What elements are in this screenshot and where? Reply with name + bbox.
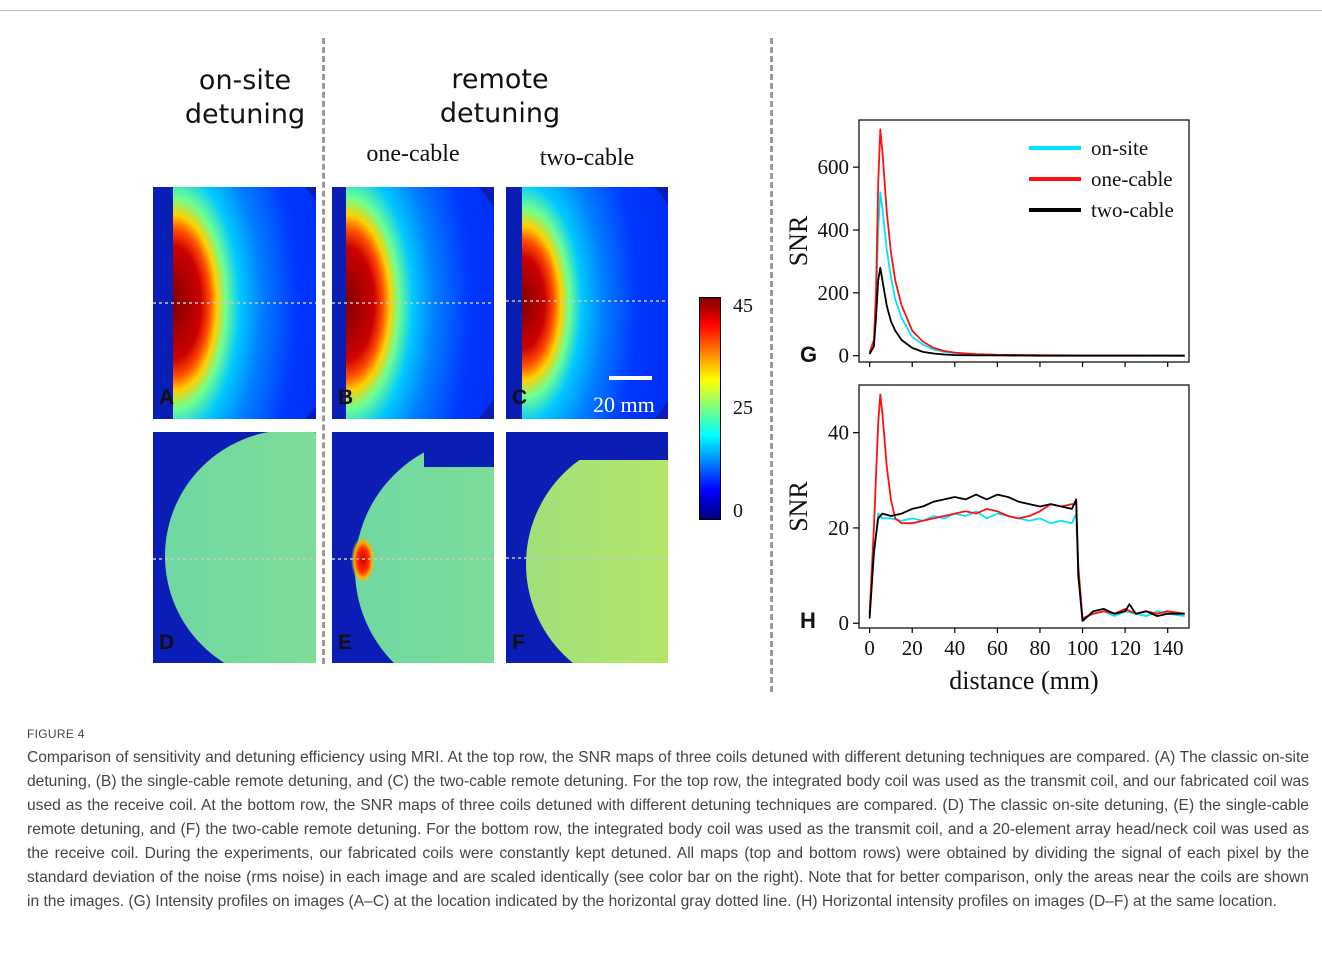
caption-text: Comparison of sensitivity and detuning e… <box>27 749 1160 766</box>
figure-caption: Comparison of sensitivity and detuning e… <box>27 746 1309 914</box>
header-onsite-line1: on-site <box>198 65 292 96</box>
caption-text: ) at the location indicated by the horiz… <box>384 893 802 910</box>
caption-text: ) Intensity profiles on images ( <box>145 893 354 910</box>
header-one-cable: one-cable <box>366 141 460 167</box>
caption-ref-f: F <box>185 821 196 838</box>
caption-text: ) the two-cable remote detuning. For the… <box>27 773 1309 814</box>
caption-ref-h: H <box>801 893 813 910</box>
caption-ref-c: C <box>392 773 404 790</box>
map-panel-f: F <box>506 432 668 663</box>
map-panel-c: C 20 mm <box>506 187 668 419</box>
header-two-cable: two-cable <box>539 145 635 171</box>
caption-text: ) the two-cable remote detuning. For the… <box>27 821 1309 910</box>
map-b-image <box>332 187 494 419</box>
caption-ref-d-f: D–F <box>1094 893 1124 910</box>
header-remote-line1: remote <box>451 64 549 95</box>
caption-ref-a-c: A–C <box>353 893 385 910</box>
caption-text: ) at the same location. <box>1123 893 1277 910</box>
colorbar-tick-0: 0 <box>733 500 743 522</box>
map-f-image <box>506 432 668 663</box>
caption-ref-g: G <box>133 893 146 910</box>
header-onsite: on-site detuning <box>160 64 330 132</box>
caption-text: ) The classic on-site detuning, ( <box>27 749 1309 790</box>
plot-label-h: H <box>800 608 816 633</box>
separator-left <box>322 38 325 664</box>
header-remote: remote detuning <box>410 63 590 131</box>
figure-title: FIGURE 4 <box>27 727 85 741</box>
caption-text: ) the single-cable remote detuning, and … <box>111 773 393 790</box>
colorbar <box>699 297 721 520</box>
separator-right <box>770 38 773 692</box>
caption-ref-a: A <box>1159 749 1171 766</box>
map-panel-a: A <box>153 187 316 419</box>
figure-frame <box>0 10 1322 968</box>
panel-label-c: C <box>512 386 528 409</box>
caption-text: ) Horizontal intensity profiles on image… <box>812 893 1094 910</box>
panel-label-a: A <box>159 386 175 409</box>
colorbar-tick-25: 25 <box>733 397 753 419</box>
colorbar-gradient <box>700 298 720 519</box>
map-a-image <box>153 187 316 419</box>
panel-label-b: B <box>338 386 354 409</box>
caption-ref-e: E <box>1178 797 1189 814</box>
map-e-image <box>332 432 494 663</box>
plot-label-g: G <box>800 342 818 367</box>
map-panel-e: E <box>332 432 494 663</box>
caption-text: ) The classic on-site detuning, ( <box>958 797 1179 814</box>
map-panel-d: D <box>153 432 316 663</box>
scale-bar-label: 20 mm <box>593 392 655 417</box>
colorbar-tick-45: 45 <box>733 295 753 317</box>
caption-ref-d: D <box>947 797 959 814</box>
header-remote-line2: detuning <box>439 98 561 129</box>
panel-label-e: E <box>338 631 353 654</box>
panel-label-f: F <box>512 631 525 654</box>
map-d-image <box>153 432 316 663</box>
header-onsite-line2: detuning <box>184 99 306 130</box>
caption-ref-b: B <box>100 773 112 790</box>
panel-label-d: D <box>159 631 175 654</box>
map-panel-b: B <box>332 187 494 419</box>
map-c-image <box>506 187 668 419</box>
caption-text: ) the single-cable remote detuning, and … <box>27 797 1309 838</box>
